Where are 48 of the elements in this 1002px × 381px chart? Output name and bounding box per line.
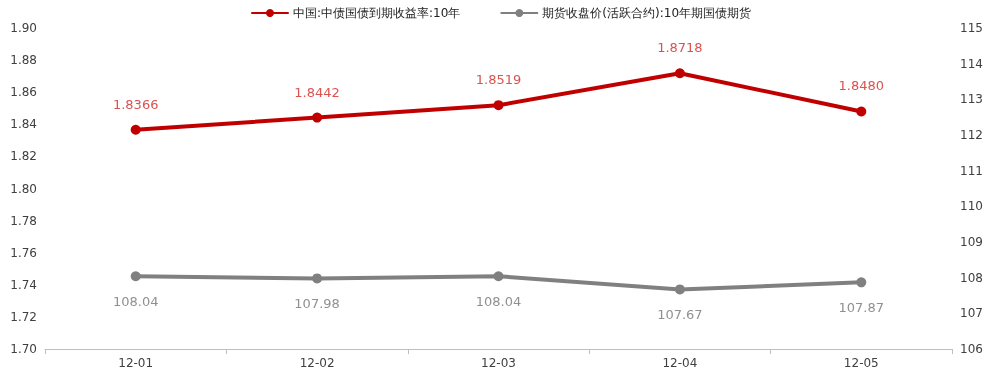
y-tick-label: 1.74 (10, 277, 37, 292)
data-label: 1.8519 (475, 72, 522, 88)
point (856, 277, 867, 288)
x-tick-label: 12-04 (662, 356, 698, 370)
y2-tick-label: 113 (960, 92, 983, 107)
y2-tick-label: 108 (960, 270, 983, 285)
point (674, 68, 685, 79)
x-tick-label: 12-05 (843, 356, 879, 370)
y-tick-label: 1.84 (10, 117, 37, 132)
data-label: 1.8718 (657, 40, 703, 56)
point (130, 271, 141, 282)
y2-tick-label: 115 (960, 21, 983, 35)
y2-tick-label: 109 (960, 235, 983, 249)
point (493, 100, 504, 111)
y-tick-label: 1.72 (10, 309, 37, 324)
data-label: 1.8366 (112, 96, 159, 112)
x-tick-label: 12-02 (299, 356, 335, 370)
y-tick-label: 1.90 (10, 21, 37, 35)
x-tick-label: 12-03 (481, 356, 516, 370)
point (493, 271, 504, 282)
y-tick-label: 1.80 (10, 181, 37, 196)
point (856, 106, 867, 117)
x-tick-label: 12-01 (118, 356, 154, 370)
data-label: 1.8480 (838, 78, 885, 94)
y-tick-label: 1.88 (10, 53, 37, 68)
y-tick-label: 1.78 (10, 213, 37, 228)
data-label: 108.04 (475, 294, 522, 310)
data-label: 107.87 (838, 300, 885, 316)
y-tick-label: 1.82 (10, 149, 37, 164)
data-label: 1.8442 (294, 84, 340, 100)
y2-tick-label: 106 (960, 342, 983, 356)
point (674, 284, 685, 295)
y-tick-label: 1.76 (10, 245, 37, 260)
y2-tick-label: 112 (960, 128, 983, 142)
legend-label: 中国:中债国债到期收益率:10年 (292, 6, 461, 20)
legend-label: 期货收盘价(活跃合约):10年期国债期货 (542, 6, 752, 20)
data-label: 108.04 (112, 294, 159, 310)
data-label: 107.98 (294, 296, 340, 312)
point (312, 273, 323, 284)
data-label: 107.67 (657, 307, 703, 323)
y2-tick-label: 114 (960, 56, 983, 71)
y-tick-label: 1.70 (10, 342, 37, 356)
y2-tick-label: 107 (960, 306, 983, 321)
point (130, 124, 141, 135)
point (312, 112, 323, 123)
y2-tick-label: 111 (960, 163, 983, 178)
y-tick-label: 1.86 (10, 85, 37, 100)
y2-tick-label: 110 (960, 199, 983, 214)
